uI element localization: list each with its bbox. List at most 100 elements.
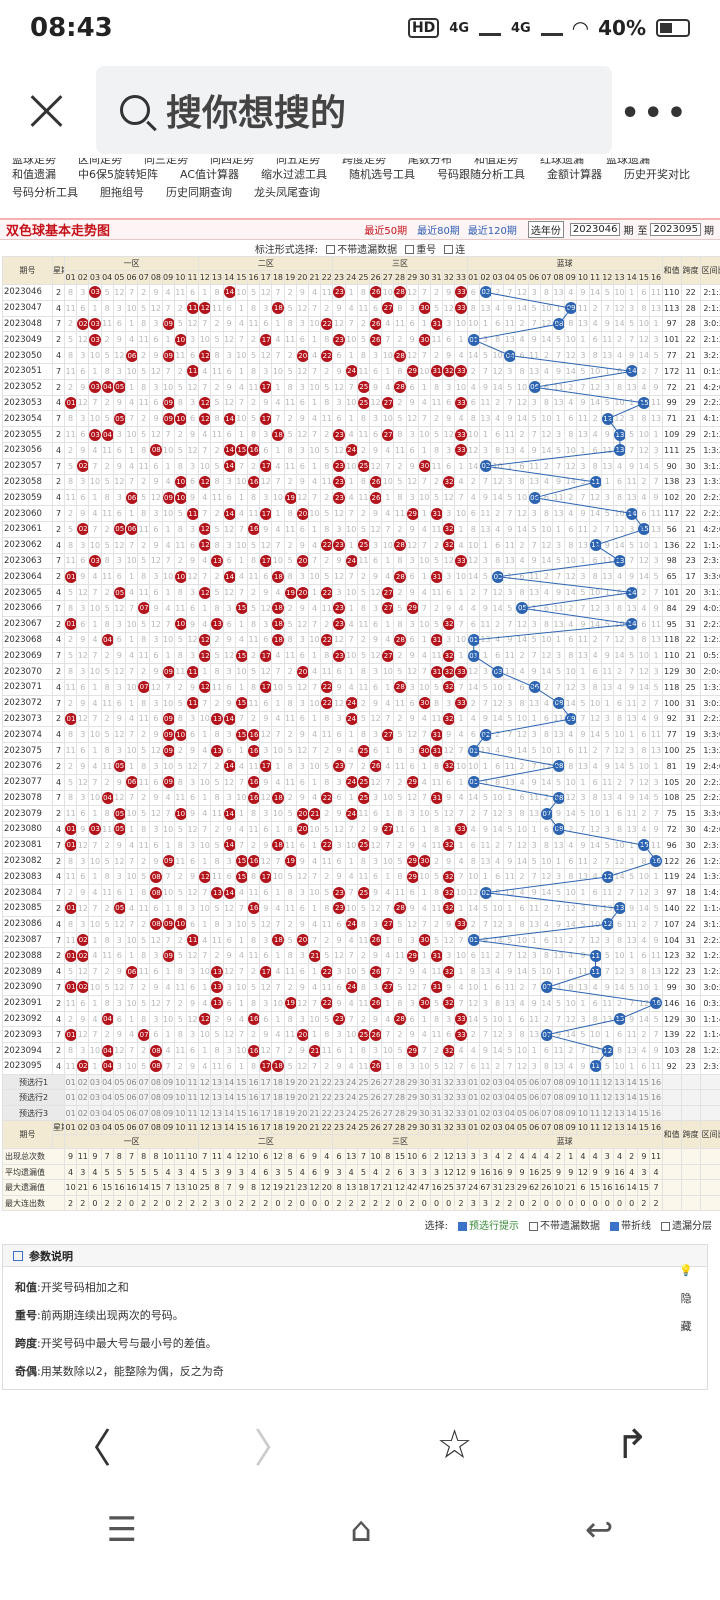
preselect-cell[interactable]: 14 (625, 1089, 639, 1106)
preselect-cell[interactable]: 06 (124, 1073, 139, 1091)
preselect-cell[interactable]: 32 (442, 1104, 456, 1122)
preselect-cell[interactable]: 14 (222, 1089, 236, 1106)
preselect-cell[interactable]: 02 (76, 1089, 90, 1106)
preselect-cell[interactable]: 12 (600, 1089, 614, 1106)
preselect-cell[interactable]: 14 (222, 1104, 236, 1122)
opt-no-miss[interactable]: 不带遗漏数据 (326, 241, 397, 256)
hide-toggle[interactable]: 💡 隐藏 (679, 1257, 693, 1341)
more-menu-icon[interactable]: ••• (620, 96, 690, 131)
preselect-cell[interactable]: 15 (234, 1089, 248, 1106)
preselect-cell[interactable]: 07 (539, 1089, 553, 1106)
nav-link[interactable]: 区间走势 (78, 158, 122, 166)
collapse-icon[interactable] (13, 1250, 23, 1261)
preselect-cell[interactable]: 09 (564, 1104, 578, 1122)
preselect-cell[interactable]: 26 (368, 1104, 383, 1122)
to-period-input[interactable]: 2023095 (650, 223, 701, 236)
preselect-cell[interactable]: 03 (88, 1073, 102, 1091)
col-period[interactable]: 期号 (2, 256, 53, 285)
preselect-cell[interactable]: 09 (161, 1104, 175, 1122)
preselect-cell[interactable]: 13 (612, 1073, 627, 1091)
nav-link[interactable]: 尾数分布 (408, 158, 452, 166)
close-icon[interactable] (30, 94, 64, 128)
nav-link[interactable]: 随机选号工具 (349, 168, 416, 181)
preselect-cell[interactable]: 13 (210, 1104, 224, 1122)
preselect-cell[interactable]: 08 (551, 1089, 566, 1106)
nav-link[interactable]: 龙头凤尾查询 (254, 186, 320, 199)
preselect-cell[interactable]: 18 (271, 1104, 285, 1122)
preselect-cell[interactable]: 23 (332, 1073, 346, 1091)
preselect-cell[interactable]: 15 (637, 1104, 651, 1122)
preselect-cell[interactable]: 28 (393, 1073, 407, 1091)
preselect-cell[interactable]: 12 (600, 1073, 614, 1091)
preselect-cell[interactable]: 31 (429, 1104, 444, 1122)
nav-link[interactable]: 蓝球遗漏 (606, 158, 650, 166)
preselect-cell[interactable]: 12 (198, 1089, 212, 1106)
preselect-cell[interactable]: 09 (564, 1089, 578, 1106)
preselect-cell[interactable]: 05 (112, 1089, 126, 1106)
preselect-cell[interactable]: 03 (491, 1073, 505, 1091)
opt-repeat[interactable]: 重号 (405, 241, 436, 256)
preselect-cell[interactable]: 22 (320, 1089, 334, 1106)
preselect-cell[interactable]: 24 (344, 1073, 358, 1091)
preselect-cell[interactable]: 02 (478, 1073, 493, 1091)
preselect-cell[interactable]: 23 (332, 1089, 346, 1106)
preselect-cell[interactable]: 15 (637, 1089, 651, 1106)
preselect-cell[interactable]: 24 (344, 1104, 358, 1122)
preselect-cell[interactable]: 01 (63, 1104, 78, 1122)
preselect-row[interactable]: 预选行1 01 02 03 04 05 06 07 08 09 10 11 12 13 14 15 16 17 18… (2, 1073, 720, 1091)
preselect-cell[interactable]: 09 (564, 1073, 578, 1091)
preselect-cell[interactable]: 02 (478, 1089, 493, 1106)
preselect-cell[interactable]: 05 (515, 1089, 529, 1106)
preselect-cell[interactable]: 25 (356, 1073, 371, 1091)
preselect-cell[interactable]: 17 (259, 1073, 273, 1091)
preselect-cell[interactable]: 17 (259, 1089, 273, 1106)
preselect-cell[interactable]: 16 (649, 1073, 663, 1091)
opt-polyline[interactable]: 带折线 (610, 1217, 651, 1232)
back-icon[interactable]: 〈 (71, 1426, 112, 1472)
back-nav-icon[interactable]: ↩ (584, 1510, 614, 1550)
preselect-cell[interactable]: 20 (295, 1089, 309, 1106)
nav-link[interactable]: AC值计算器 (180, 168, 240, 181)
preselect-cell[interactable]: 06 (124, 1104, 139, 1122)
preselect-cell[interactable]: 02 (76, 1073, 90, 1091)
preselect-cell[interactable]: 05 (112, 1104, 126, 1122)
nav-link[interactable]: 同五走势 (276, 158, 320, 166)
preselect-cell[interactable]: 13 (210, 1089, 224, 1106)
preselect-cell[interactable]: 01 (63, 1073, 78, 1091)
preselect-cell[interactable]: 14 (222, 1073, 236, 1091)
preselect-cell[interactable]: 16 (246, 1089, 261, 1106)
nav-link[interactable]: 号码跟随分析工具 (437, 168, 526, 181)
nav-link[interactable]: 中6保5旋转矩阵 (78, 168, 158, 181)
preselect-cell[interactable]: 10 (173, 1104, 187, 1122)
preselect-cell[interactable]: 11 (588, 1089, 602, 1106)
preselect-cell[interactable]: 04 (503, 1089, 517, 1106)
preselect-cell[interactable]: 26 (368, 1089, 383, 1106)
preselect-cell[interactable]: 16 (246, 1104, 261, 1122)
preselect-cell[interactable]: 08 (149, 1104, 163, 1122)
preselect-cell[interactable]: 11 (185, 1073, 200, 1091)
preselect-cell[interactable]: 19 (283, 1104, 297, 1122)
preselect-cell[interactable]: 29 (405, 1104, 419, 1122)
preselect-cell[interactable]: 29 (405, 1089, 419, 1106)
preselect-cell[interactable]: 15 (234, 1104, 248, 1122)
preselect-cell[interactable]: 11 (185, 1089, 200, 1106)
preselect-cell[interactable]: 08 (149, 1089, 163, 1106)
preselect-cell[interactable]: 25 (356, 1104, 371, 1122)
preselect-cell[interactable]: 31 (429, 1073, 444, 1091)
nav-link[interactable]: 历史同期查询 (166, 186, 232, 199)
preselect-cell[interactable]: 07 (137, 1089, 151, 1106)
preselect-cell[interactable]: 05 (112, 1073, 126, 1091)
preselect-cell[interactable]: 22 (320, 1104, 334, 1122)
preselect-cell[interactable]: 33 (454, 1073, 468, 1091)
preselect-cell[interactable]: 08 (551, 1073, 566, 1091)
forward-icon[interactable]: 〉 (253, 1426, 294, 1472)
preselect-cell[interactable]: 04 (100, 1089, 114, 1106)
preselect-cell[interactable]: 32 (442, 1073, 456, 1091)
preselect-cell[interactable]: 31 (429, 1089, 444, 1106)
preselect-cell[interactable]: 06 (527, 1073, 541, 1091)
preselect-cell[interactable]: 16 (649, 1104, 663, 1122)
preselect-cell[interactable]: 16 (246, 1073, 261, 1091)
preselect-cell[interactable]: 21 (307, 1104, 322, 1122)
preselect-cell[interactable]: 01 (466, 1104, 480, 1122)
preselect-cell[interactable]: 09 (161, 1089, 175, 1106)
